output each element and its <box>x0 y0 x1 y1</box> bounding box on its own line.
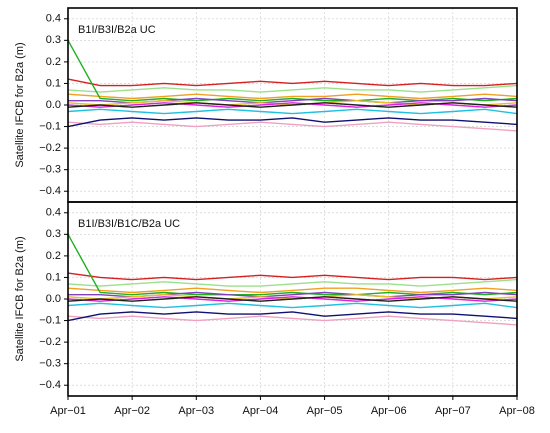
series-line <box>67 272 518 281</box>
series-line <box>67 84 518 93</box>
y-tick-label: −0.1 <box>39 120 61 132</box>
y-axis-label: Satellite IFCB for B2a (m) <box>14 42 26 167</box>
series-line <box>67 108 518 115</box>
series-line <box>67 302 518 309</box>
series-line <box>67 39 518 102</box>
plot-frame <box>67 201 518 397</box>
y-tick-label: 0.4 <box>46 13 61 25</box>
y-tick-label: 0.0 <box>46 99 61 111</box>
y-tick-label: −0.4 <box>39 185 61 197</box>
x-tick-label: Apr−07 <box>435 405 471 417</box>
y-tick-label: −0.2 <box>39 142 61 154</box>
y-tick-label: −0.3 <box>39 358 61 370</box>
y-tick-label: 0.3 <box>46 34 61 46</box>
series-line <box>67 121 518 132</box>
y-axis-label: Satellite IFCB for B2a (m) <box>14 236 26 361</box>
y-tick-label: −0.4 <box>39 379 61 391</box>
series-line <box>67 311 518 322</box>
y-tick-label: −0.2 <box>39 336 61 348</box>
y-tick-label: 0.2 <box>46 56 61 68</box>
series-line <box>67 233 518 296</box>
x-tick-label: Apr−05 <box>307 405 343 417</box>
series-line <box>67 93 518 100</box>
series-line <box>67 78 518 87</box>
panel-annotation: B1I/B3I/B1C/B2a UC <box>78 218 180 230</box>
x-tick-label: Apr−03 <box>178 405 214 417</box>
series-line <box>67 296 518 302</box>
y-tick-label: 0.2 <box>46 250 61 262</box>
x-tick-label: Apr−02 <box>114 405 150 417</box>
series-line <box>67 117 518 128</box>
y-tick-label: −0.1 <box>39 314 61 326</box>
y-tick-label: −0.3 <box>39 164 61 176</box>
series-line <box>67 102 518 108</box>
y-tick-label: 0.0 <box>46 293 61 305</box>
y-tick-label: 0.4 <box>46 207 61 219</box>
series-line <box>67 296 518 302</box>
series-line <box>67 278 518 287</box>
series-line <box>67 287 518 294</box>
series-line <box>67 102 518 108</box>
x-tick-label: Apr−04 <box>243 405 279 417</box>
x-tick-label: Apr−08 <box>499 405 535 417</box>
x-tick-label: Apr−01 <box>50 405 86 417</box>
panel-annotation: B1I/B3I/B2a UC <box>78 24 156 36</box>
x-tick-label: Apr−06 <box>371 405 407 417</box>
y-tick-label: 0.3 <box>46 228 61 240</box>
series-line <box>67 315 518 326</box>
y-tick-label: 0.1 <box>46 271 61 283</box>
y-tick-label: 0.1 <box>46 77 61 89</box>
